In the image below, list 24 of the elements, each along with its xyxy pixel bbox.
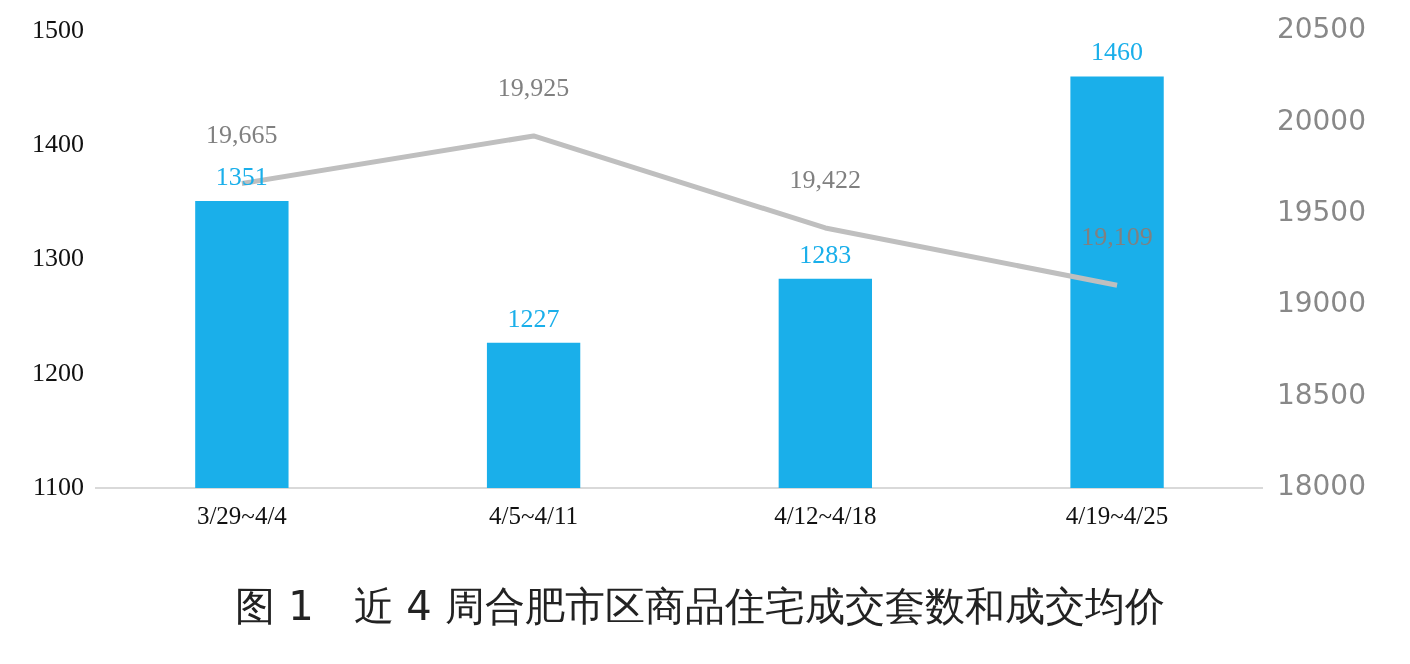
text: 图 1 近 4 周合肥市区商品住宅成交套数和成交均价	[235, 583, 1165, 630]
y-tick-label: 1500	[32, 14, 84, 44]
data-label: 19,109	[1081, 222, 1153, 252]
x-tick-label: 4/12~4/18	[774, 501, 877, 529]
y-tick-label: 1200	[32, 357, 84, 387]
data-label: 19,925	[497, 72, 570, 102]
data-label: 1283	[799, 239, 852, 269]
data-label: 1351	[215, 161, 268, 191]
y-tick-label: 1400	[32, 128, 84, 158]
x-tick-label: 3/29~4/4	[196, 501, 288, 529]
y2-tick-label: 20000	[1276, 103, 1367, 137]
y2-tick-label: 20500	[1276, 12, 1367, 46]
y2-tick-label: 19000	[1276, 286, 1367, 320]
data-label: 1460	[1091, 37, 1144, 67]
x-tick-label: 4/5~4/11	[489, 501, 579, 529]
y2-tick-label: 18000	[1276, 469, 1367, 503]
y-tick-label: 1100	[32, 471, 84, 501]
data-label: 1227	[507, 303, 560, 333]
y-tick-label: 1300	[32, 243, 84, 273]
data-label: 19,665	[206, 120, 278, 150]
data-label: 19,422	[789, 164, 862, 194]
y2-tick-label: 19500	[1276, 194, 1367, 228]
y2-tick-label: 18500	[1276, 377, 1367, 411]
x-tick-label: 4/19~4/25	[1065, 501, 1169, 529]
